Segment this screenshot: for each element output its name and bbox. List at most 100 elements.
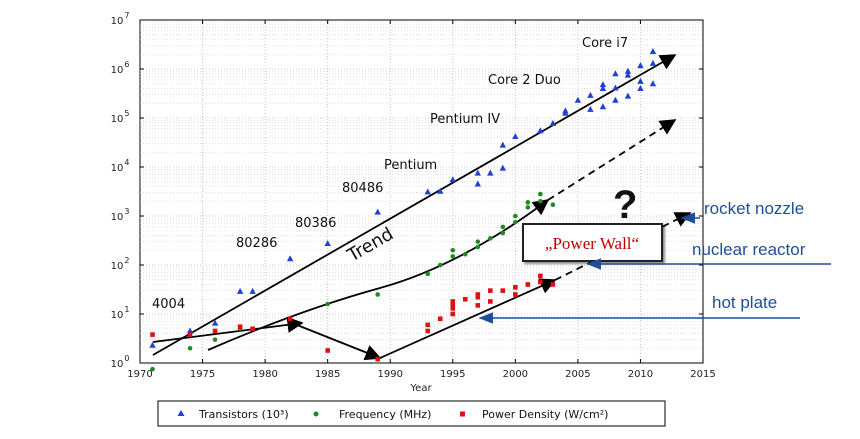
frequency-point: [437, 262, 443, 268]
x-tick-label: 1995: [440, 369, 465, 380]
power-density-point: [237, 324, 243, 330]
axis-ticks: 1970 1975 1980 1985 1990 1995 2000 2005 2010 2015…: [111, 11, 716, 380]
power-density-point: [325, 348, 330, 353]
transistor-point: [286, 255, 294, 262]
transistor-point: [599, 84, 607, 91]
power-density-point: [500, 288, 506, 293]
power-density-point: [450, 303, 456, 308]
transistor-point: [324, 239, 331, 246]
legend-marker-frequency: [313, 411, 319, 417]
transistor-point: [249, 287, 256, 294]
frequency-point: [488, 236, 493, 241]
frequency-point: [538, 191, 543, 197]
frequency-point: [325, 301, 330, 307]
data-points: [149, 48, 657, 372]
y-tick-label: 101: [111, 305, 130, 321]
power-density-point: [475, 292, 481, 297]
power-density-point: [488, 299, 493, 304]
frequency-point: [513, 219, 518, 225]
power-density-point: [250, 326, 255, 332]
transistor-point: [574, 96, 582, 103]
x-tick-label: 1975: [190, 369, 215, 380]
transistor-point: [587, 91, 594, 98]
transistor-point: [236, 287, 244, 294]
transistor-trend-arrow: [152, 54, 677, 356]
frequency-point: [425, 271, 431, 277]
x-tick-label: 2000: [503, 369, 528, 380]
legend-box: [157, 400, 666, 427]
label-core-2-duo: Core 2 Duo: [488, 73, 561, 88]
transistor-point: [612, 96, 619, 103]
frequency-point: [525, 205, 531, 210]
transistor-point: [474, 169, 481, 176]
transistor-point: [612, 84, 619, 91]
rocket-nozzle-label: rocket nozzle: [704, 199, 804, 218]
x-tick-label: 1970: [127, 369, 152, 380]
transistor-point: [512, 132, 519, 139]
transistor-point: [612, 70, 619, 77]
label-pentium-iv: Pentium IV: [430, 112, 500, 127]
power-density-point: [475, 303, 481, 308]
label-80486: 80486: [342, 181, 383, 196]
power-density-point: [425, 322, 431, 328]
transistor-point: [424, 188, 431, 195]
label-core-i7: Core i7: [582, 36, 628, 51]
frequency-point: [212, 337, 218, 342]
y-tick-label: 106: [111, 60, 130, 76]
frequency-point: [500, 224, 506, 230]
power-trend-arrow-2: [291, 322, 382, 361]
transistor-point: [637, 77, 644, 84]
power-density-point: [150, 332, 155, 337]
side-annotations: rocket nozzle nuclear reactor hot plate: [478, 199, 831, 324]
label-pentium: Pentium: [384, 158, 437, 173]
power-density-point: [375, 356, 381, 362]
y-tick-exponent: 3: [124, 207, 129, 216]
frequency-point: [150, 366, 155, 372]
x-tick-label: 1985: [315, 369, 340, 380]
legend-label-transistors: Transistors (10³): [198, 408, 289, 421]
y-tick-label: 102: [111, 256, 130, 272]
power-density-point: [550, 282, 556, 287]
legend-label-frequency: Frequency (MHz): [339, 408, 431, 421]
frequency-point: [550, 202, 556, 208]
transistor-point: [587, 105, 594, 112]
power-density-point: [538, 273, 543, 279]
y-tick-label: 105: [111, 109, 130, 125]
y-tick-exponent: 7: [124, 11, 129, 20]
power-density-point: [513, 285, 518, 290]
power-density-point: [450, 306, 456, 311]
transistor-point: [211, 319, 219, 326]
transistor-point: [499, 164, 507, 171]
transistor-point: [437, 187, 444, 194]
power-wall-box: [522, 223, 663, 262]
power-density-point: [287, 316, 293, 322]
power-density-point: [450, 299, 456, 304]
transistor-point: [374, 208, 381, 215]
y-tick-label: 103: [111, 207, 130, 223]
power-wall-label: „Power Wall“: [545, 234, 639, 253]
power-wall-callout: „Power Wall“: [522, 223, 663, 262]
x-tick-label: 2010: [628, 369, 653, 380]
power-density-point: [437, 316, 443, 322]
y-tick-label: 104: [111, 158, 130, 174]
frequency-point: [500, 230, 506, 236]
legend-marker-power: [460, 411, 465, 417]
question-mark: ?: [613, 183, 637, 227]
y-tick-exponent: 5: [124, 109, 129, 118]
transistor-point: [599, 81, 607, 88]
x-tick-label: 2015: [690, 369, 715, 380]
transistor-point: [649, 59, 657, 66]
transistor-point: [624, 67, 632, 74]
power-density-point: [462, 296, 468, 302]
frequency-point: [187, 345, 193, 351]
transistor-point: [449, 176, 456, 183]
power-density-point: [212, 328, 218, 334]
legend-marker-transistors: [177, 410, 185, 416]
transistor-point: [537, 127, 544, 134]
label-80386: 80386: [295, 216, 336, 231]
transistor-point: [474, 180, 481, 187]
transistor-point: [637, 84, 644, 91]
transistor-point: [637, 62, 644, 69]
power-density-point: [488, 288, 493, 293]
